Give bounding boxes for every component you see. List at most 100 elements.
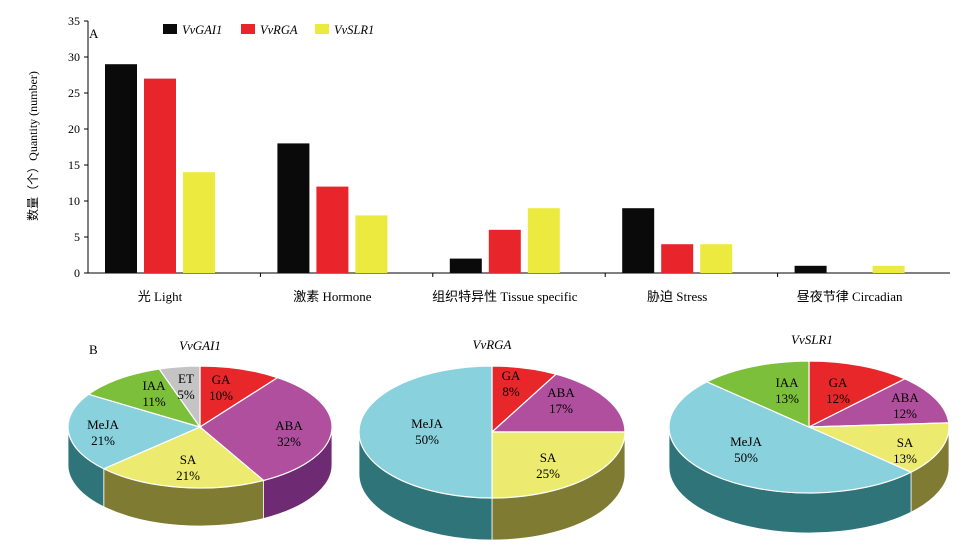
pie-title: VvSLR1 xyxy=(791,332,833,347)
slice-percent-ga: 12% xyxy=(826,391,850,406)
bar-vvslr1-light xyxy=(183,172,215,273)
slice-label-aba: ABA xyxy=(547,385,575,400)
y-tick-label: 25 xyxy=(68,86,80,100)
slice-label-meja: MeJA xyxy=(411,416,443,431)
pie-side-walls xyxy=(67,426,333,527)
bar-vvslr1-stress xyxy=(700,244,733,273)
pie-slice-iaa xyxy=(87,368,202,429)
slice-percent-ga: 8% xyxy=(502,384,520,399)
slice-label-et: ET xyxy=(178,371,194,386)
pie-slice-aba xyxy=(490,373,626,433)
pie-slice-ga xyxy=(199,365,279,429)
bar-vvrga-hormone xyxy=(316,186,349,273)
y-axis-label: 数量（个）Quantity (number) xyxy=(25,71,40,221)
legend-label-vvrga: VvRGA xyxy=(260,23,298,37)
slice-label-meja: MeJA xyxy=(87,417,119,432)
bar-vvrga-tissue-specific xyxy=(488,229,521,273)
legend-swatch-vvrga xyxy=(241,24,255,34)
bar-vvslr1-tissue-specific xyxy=(527,208,560,273)
pie-slice-et xyxy=(158,365,201,429)
slice-percent-et: 5% xyxy=(177,387,195,402)
pie-slice-sa xyxy=(808,422,950,473)
pie-slice-meja xyxy=(668,381,913,494)
slice-label-sa: SA xyxy=(540,450,557,465)
bar-axes: 0 5 10 15 20 25 30 35 光 Light 激素 Hormone 组织特异性 Tis… xyxy=(68,14,950,304)
bar-vvgai1-light xyxy=(105,64,137,273)
pie-slice-sa xyxy=(491,431,626,499)
slice-percent-sa: 13% xyxy=(893,451,917,466)
slice-label-iaa: IAA xyxy=(142,378,166,393)
bar-vvgai1-circadian xyxy=(794,265,827,273)
slice-label-aba: ABA xyxy=(891,390,919,405)
pie-title: VvRGA xyxy=(473,337,512,352)
pie-slice-meja xyxy=(67,393,202,470)
slice-percent-sa: 25% xyxy=(536,466,560,481)
bar-legend: VvGAI1 VvRGA VvSLR1 xyxy=(163,23,374,37)
pie-slice-meja xyxy=(358,365,493,499)
bar-chart: A VvGAI1 VvRGA VvSLR1 0 5 10 15 20 25 30 35 光 Ligh… xyxy=(25,14,950,304)
bar-vvrga-light xyxy=(144,78,176,273)
pie-slice-iaa xyxy=(705,360,810,428)
pie-slice-ga xyxy=(808,360,907,428)
y-tick-label: 20 xyxy=(68,122,80,136)
slice-percent-meja: 50% xyxy=(415,432,439,447)
slice-percent-ga: 10% xyxy=(209,388,233,403)
x-category-label: 组织特异性 Tissue specific xyxy=(432,289,578,304)
y-tick-label: 30 xyxy=(68,50,80,64)
slice-percent-meja: 21% xyxy=(91,433,115,448)
slice-label-sa: SA xyxy=(180,452,197,467)
bar-vvslr1-circadian xyxy=(872,265,905,273)
slice-percent-meja: 50% xyxy=(734,450,758,465)
bar-vvslr1-hormone xyxy=(355,215,388,273)
slice-percent-aba: 32% xyxy=(277,434,301,449)
legend-label-vvgai1: VvGAI1 xyxy=(182,23,222,37)
slice-percent-iaa: 13% xyxy=(775,391,799,406)
slice-percent-aba: 12% xyxy=(893,406,917,421)
bar-vvgai1-tissue-specific xyxy=(449,258,482,273)
pie-top xyxy=(668,360,950,494)
y-tick-label: 10 xyxy=(68,194,80,208)
pie-charts: B VvGAI1GA10%ABA32%SA21%MeJA21%IAA11%ET5… xyxy=(67,332,950,541)
slice-percent-aba: 17% xyxy=(549,401,573,416)
pie-title: VvGAI1 xyxy=(179,338,221,353)
y-tick-label: 5 xyxy=(74,230,80,244)
x-category-label: 昼夜节律 Circadian xyxy=(797,289,903,304)
pie-slice-aba xyxy=(198,376,333,482)
slice-label-iaa: IAA xyxy=(775,375,799,390)
slice-label-ga: GA xyxy=(502,368,521,383)
bar-marks xyxy=(105,64,905,273)
bar-vvgai1-stress xyxy=(622,208,655,273)
slice-percent-iaa: 11% xyxy=(142,394,166,409)
y-tick-label: 35 xyxy=(68,14,80,28)
bar-vvrga-stress xyxy=(661,244,694,273)
slice-percent-sa: 21% xyxy=(176,468,200,483)
y-tick-label: 0 xyxy=(74,266,80,280)
slice-label-aba: ABA xyxy=(275,418,303,433)
panel-b-letter: B xyxy=(89,342,98,357)
panel-a-letter: A xyxy=(89,26,99,41)
slice-label-sa: SA xyxy=(897,435,914,450)
pie-slice-aba xyxy=(808,378,950,428)
x-category-label: 光 Light xyxy=(138,289,183,304)
y-tick-label: 15 xyxy=(68,158,80,172)
legend-swatch-vvgai1 xyxy=(163,24,177,34)
slice-label-ga: GA xyxy=(829,375,848,390)
pie-top xyxy=(67,365,333,489)
bar-vvgai1-hormone xyxy=(277,143,310,273)
x-category-label: 胁迫 Stress xyxy=(647,289,707,304)
pie-slice-sa xyxy=(102,426,265,489)
x-category-label: 激素 Hormone xyxy=(293,289,372,304)
legend-swatch-vvslr1 xyxy=(315,24,329,34)
pie-top xyxy=(358,365,626,499)
slice-label-ga: GA xyxy=(212,372,231,387)
legend-label-vvslr1: VvSLR1 xyxy=(334,23,374,37)
slice-label-meja: MeJA xyxy=(730,434,762,449)
